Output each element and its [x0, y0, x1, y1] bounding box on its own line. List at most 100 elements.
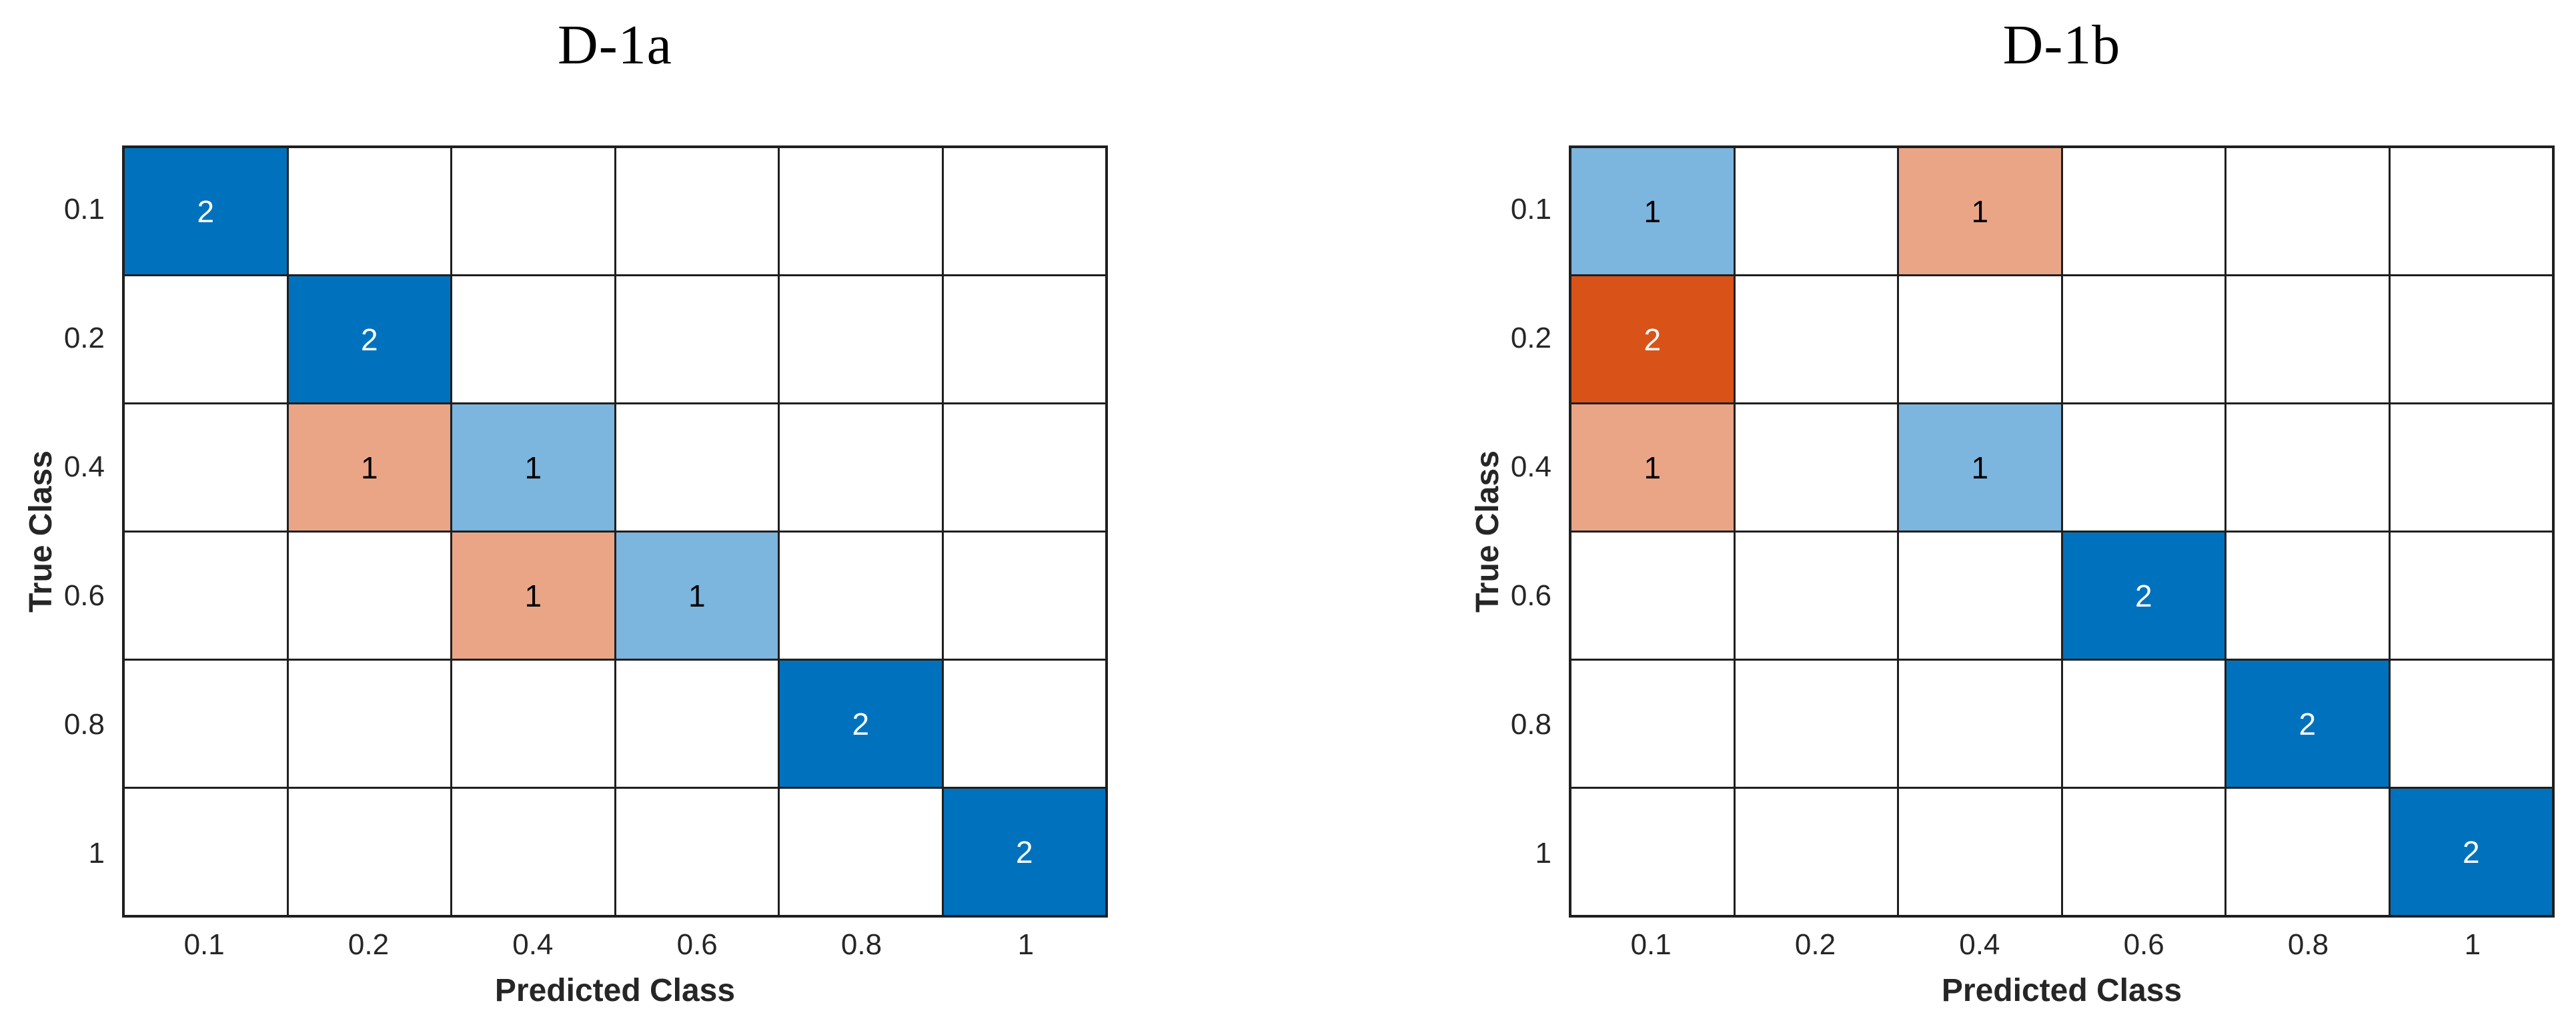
y-tick-label: 0.8: [63, 707, 105, 741]
y-tick-label: 0.4: [63, 450, 105, 484]
matrix-cell: [616, 404, 778, 531]
matrix-cell: [1899, 789, 2061, 915]
matrix-cell: [2062, 276, 2224, 402]
matrix-cell: [2226, 148, 2389, 274]
x-tick-label: 0.2: [1794, 928, 1836, 961]
matrix-cell: 2: [2062, 533, 2224, 659]
y-tick-label: 0.8: [1510, 707, 1551, 741]
matrix-cell: [943, 276, 1105, 402]
matrix-cell: [1735, 789, 1897, 915]
matrix-cell: [2390, 276, 2552, 402]
matrix-cell: [780, 276, 942, 402]
x-tick-label: 0.8: [2287, 928, 2329, 961]
x-axis-label: Predicted Class: [1941, 973, 2182, 1008]
matrix-cell: [780, 148, 942, 274]
matrix-cell: [943, 661, 1105, 787]
matrix-cell: 2: [288, 276, 450, 402]
matrix-cell: [125, 533, 287, 659]
x-tick-label: 0.4: [512, 928, 554, 961]
matrix-cell: [125, 276, 287, 402]
x-tick-label: 0.6: [2123, 928, 2164, 961]
matrix-cell: [125, 789, 287, 915]
matrix-cell: [1899, 533, 2061, 659]
y-tick-label: 0.1: [1510, 193, 1551, 226]
matrix-cell: [2390, 148, 2552, 274]
matrix-cell: [1735, 533, 1897, 659]
y-tick-label: 1: [1535, 836, 1551, 870]
matrix-cell: [616, 276, 778, 402]
matrix-cell: [452, 148, 614, 274]
matrix-cell: [288, 661, 450, 787]
matrix-cell: [2062, 148, 2224, 274]
y-tick-label: 0.6: [63, 579, 105, 612]
x-tick-label: 0.6: [676, 928, 718, 961]
x-tick-label: 1: [1017, 928, 1035, 961]
matrix-cell: [616, 789, 778, 915]
matrix-cell: 1: [1571, 148, 1734, 274]
matrix-cell: [2226, 276, 2389, 402]
y-tick-label: 0.2: [1510, 322, 1551, 355]
chart-title: D-1a: [558, 14, 672, 76]
y-tick-label: 0.4: [1510, 450, 1551, 484]
matrix-cell: [1735, 148, 1897, 274]
matrix-cell: [943, 533, 1105, 659]
x-axis-ticks: 0.1 0.2 0.4 0.6 0.8 1: [122, 928, 1108, 962]
matrix-cell: [2390, 661, 2552, 787]
matrix-cell: 2: [943, 789, 1105, 915]
matrix-cell: [1571, 789, 1734, 915]
matrix-cell: [125, 661, 287, 787]
y-axis-ticks: 0.1 0.2 0.4 0.6 0.8 1: [1479, 145, 1566, 918]
matrix-cell: [616, 661, 778, 787]
matrix-cell: [780, 789, 942, 915]
matrix-cell: [288, 148, 450, 274]
matrix-cell: 2: [780, 661, 942, 787]
matrix-cell: 1: [1899, 148, 2061, 274]
matrix-cell: 2: [1571, 276, 1734, 402]
matrix-cell: [1735, 404, 1897, 531]
matrix-cell: [288, 789, 450, 915]
matrix-cell: 1: [616, 533, 778, 659]
chart-title: D-1b: [2002, 14, 2121, 76]
y-tick-label: 0.6: [1510, 579, 1551, 612]
matrix-cell: [1735, 276, 1897, 402]
y-tick-label: 0.2: [63, 322, 105, 355]
matrix-cell: [288, 533, 450, 659]
matrix-cell: 2: [125, 148, 287, 274]
y-axis-ticks: 0.1 0.2 0.4 0.6 0.8 1: [33, 145, 119, 918]
matrix-cell: [943, 404, 1105, 531]
x-tick-label: 0.8: [840, 928, 882, 961]
matrix-cell: 1: [288, 404, 450, 531]
matrix-cell: [780, 404, 942, 531]
matrix-cell: [616, 148, 778, 274]
matrix-cell: [2226, 404, 2389, 531]
matrix-cell: [125, 404, 287, 531]
x-tick-label: 0.4: [1959, 928, 2000, 961]
x-tick-label: 0.1: [183, 928, 225, 961]
matrix-cell: [780, 533, 942, 659]
matrix-cell: [452, 661, 614, 787]
matrix-cell: 1: [1899, 404, 2061, 531]
matrix-cell: [2226, 789, 2389, 915]
matrix-cell: 2: [2390, 789, 2552, 915]
matrix-cell: 2: [2226, 661, 2389, 787]
x-axis-label: Predicted Class: [494, 973, 736, 1008]
x-tick-label: 1: [2464, 928, 2481, 961]
matrix-cell: [2390, 533, 2552, 659]
matrix-cell: 1: [452, 533, 614, 659]
matrix-cell: [1735, 661, 1897, 787]
matrix-cell: [452, 789, 614, 915]
matrix-cell: 1: [452, 404, 614, 531]
matrix-cell: [2062, 789, 2224, 915]
matrix-cell: [2062, 404, 2224, 531]
matrix-cell: [2226, 533, 2389, 659]
x-tick-label: 0.2: [348, 928, 390, 961]
matrix-cell: [943, 148, 1105, 274]
matrix-cell: [1571, 533, 1734, 659]
matrix-cell: [2062, 661, 2224, 787]
matrix-cell: [2390, 404, 2552, 531]
y-tick-label: 1: [88, 836, 105, 870]
